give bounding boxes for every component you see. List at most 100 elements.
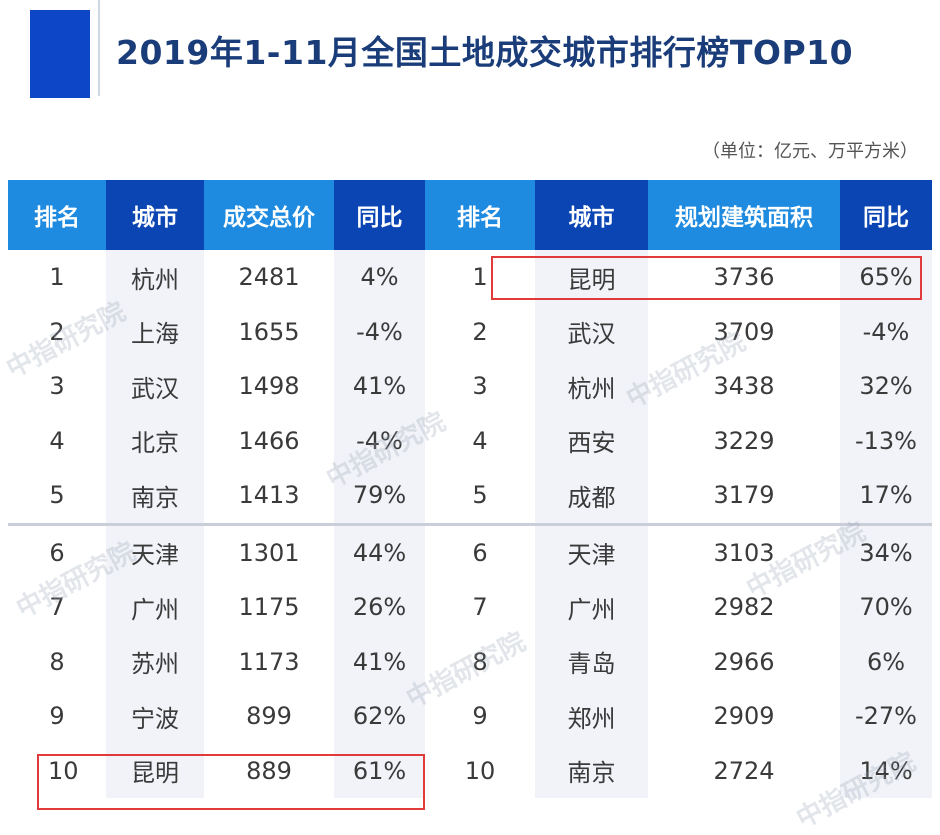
table-cell: 3 <box>8 359 106 414</box>
table-row: 1 杭州 2481 4% 1 昆明 3736 65% <box>8 250 932 305</box>
table-cell: 2966 <box>648 634 840 689</box>
column-header-3: 同比 <box>334 180 425 250</box>
ranking-table: 排名 城市 成交总价 同比 排名 城市 规划建筑面积 同比 1 杭州 2481 4% 1 昆明 3736 6… <box>8 180 932 798</box>
table-cell: 10 <box>425 743 535 798</box>
table-cell: 上海 <box>106 304 204 359</box>
column-header-4: 排名 <box>425 180 535 250</box>
table-cell: 32% <box>840 359 932 414</box>
table-cell: 5 <box>425 468 535 524</box>
table-cell: 4 <box>425 413 535 468</box>
table-cell: 10 <box>8 743 106 798</box>
title-accent-line <box>98 0 100 96</box>
column-header-1: 城市 <box>106 180 204 250</box>
table-cell: -4% <box>334 304 425 359</box>
table-cell: 899 <box>204 689 334 744</box>
table-cell: 西安 <box>535 413 648 468</box>
table-row: 2 上海 1655 -4% 2 武汉 3709 -4% <box>8 304 932 359</box>
table-cell: 武汉 <box>535 304 648 359</box>
table-cell: 天津 <box>106 522 204 580</box>
title-accent-block <box>30 10 90 98</box>
table-cell: 1655 <box>204 304 334 359</box>
table-cell: 41% <box>334 634 425 689</box>
table-cell: 1413 <box>204 468 334 524</box>
table-cell: 3103 <box>648 522 840 580</box>
table-cell: 61% <box>334 743 425 798</box>
table-cell: 1301 <box>204 522 334 580</box>
table-cell: 3 <box>425 359 535 414</box>
table-cell: 苏州 <box>106 634 204 689</box>
table-cell: 44% <box>334 522 425 580</box>
table-header-row: 排名 城市 成交总价 同比 排名 城市 规划建筑面积 同比 <box>8 180 932 250</box>
column-header-0: 排名 <box>8 180 106 250</box>
table-cell: 8 <box>8 634 106 689</box>
table-cell: 1 <box>425 250 535 305</box>
table-row: 7 广州 1175 26% 7 广州 2982 70% <box>8 580 932 635</box>
table-cell: 宁波 <box>106 689 204 744</box>
table-cell: 1173 <box>204 634 334 689</box>
table-cell: 79% <box>334 468 425 524</box>
table-cell: 9 <box>8 689 106 744</box>
table-cell: 6 <box>8 522 106 580</box>
table-cell: -13% <box>840 413 932 468</box>
table-cell: 62% <box>334 689 425 744</box>
table-body: 1 杭州 2481 4% 1 昆明 3736 65% 2 上海 1655 -4% 2 武汉 3709 -4% 3… <box>8 250 932 798</box>
table-cell: 郑州 <box>535 689 648 744</box>
table-cell: 889 <box>204 743 334 798</box>
table-cell: 青岛 <box>535 634 648 689</box>
table-cell: 17% <box>840 468 932 524</box>
table-cell: 南京 <box>106 468 204 524</box>
table-cell: 26% <box>334 580 425 635</box>
table-cell: 8 <box>425 634 535 689</box>
unit-note: （单位：亿元、万平方米） <box>702 141 918 162</box>
table-cell: 武汉 <box>106 359 204 414</box>
table-cell: 6% <box>840 634 932 689</box>
table-cell: 2982 <box>648 580 840 635</box>
table-cell: 北京 <box>106 413 204 468</box>
table-cell: 1175 <box>204 580 334 635</box>
table-cell: 昆明 <box>535 250 648 305</box>
table-cell: 5 <box>8 468 106 524</box>
table-cell: 天津 <box>535 522 648 580</box>
column-header-7: 同比 <box>840 180 932 250</box>
table-cell: -27% <box>840 689 932 744</box>
table-cell: 65% <box>840 250 932 305</box>
table-cell: 7 <box>425 580 535 635</box>
table-cell: 南京 <box>535 743 648 798</box>
table-cell: 昆明 <box>106 743 204 798</box>
table-cell: 1466 <box>204 413 334 468</box>
table-cell: 4 <box>8 413 106 468</box>
table-row: 5 南京 1413 79% 5 成都 3179 17% <box>8 468 932 524</box>
table-cell: 3438 <box>648 359 840 414</box>
table-cell: 3179 <box>648 468 840 524</box>
table-row: 6 天津 1301 44% 6 天津 3103 34% <box>8 522 932 580</box>
table-cell: 34% <box>840 522 932 580</box>
table-row: 4 北京 1466 -4% 4 西安 3229 -13% <box>8 413 932 468</box>
column-header-2: 成交总价 <box>204 180 334 250</box>
table-cell: 9 <box>425 689 535 744</box>
table-cell: 41% <box>334 359 425 414</box>
table-row: 3 武汉 1498 41% 3 杭州 3438 32% <box>8 359 932 414</box>
table-cell: 杭州 <box>106 250 204 305</box>
table-cell: 2 <box>425 304 535 359</box>
table-cell: 1 <box>8 250 106 305</box>
table-cell: 6 <box>425 522 535 580</box>
table-cell: 广州 <box>535 580 648 635</box>
table-cell: 杭州 <box>535 359 648 414</box>
table-cell: 4% <box>334 250 425 305</box>
table-cell: 3736 <box>648 250 840 305</box>
table-row: 8 苏州 1173 41% 8 青岛 2966 6% <box>8 634 932 689</box>
table-cell: 14% <box>840 743 932 798</box>
table-cell: 3709 <box>648 304 840 359</box>
table-cell: 7 <box>8 580 106 635</box>
table-cell: 广州 <box>106 580 204 635</box>
table-cell: 2724 <box>648 743 840 798</box>
column-header-6: 规划建筑面积 <box>648 180 840 250</box>
table-cell: 70% <box>840 580 932 635</box>
table-cell: -4% <box>334 413 425 468</box>
table-cell: -4% <box>840 304 932 359</box>
table-row: 10 昆明 889 61% 10 南京 2724 14% <box>8 743 932 798</box>
table-cell: 2481 <box>204 250 334 305</box>
table-cell: 2909 <box>648 689 840 744</box>
page-title: 2019年1-11月全国土地成交城市排行榜TOP10 <box>116 33 854 72</box>
table-cell: 2 <box>8 304 106 359</box>
